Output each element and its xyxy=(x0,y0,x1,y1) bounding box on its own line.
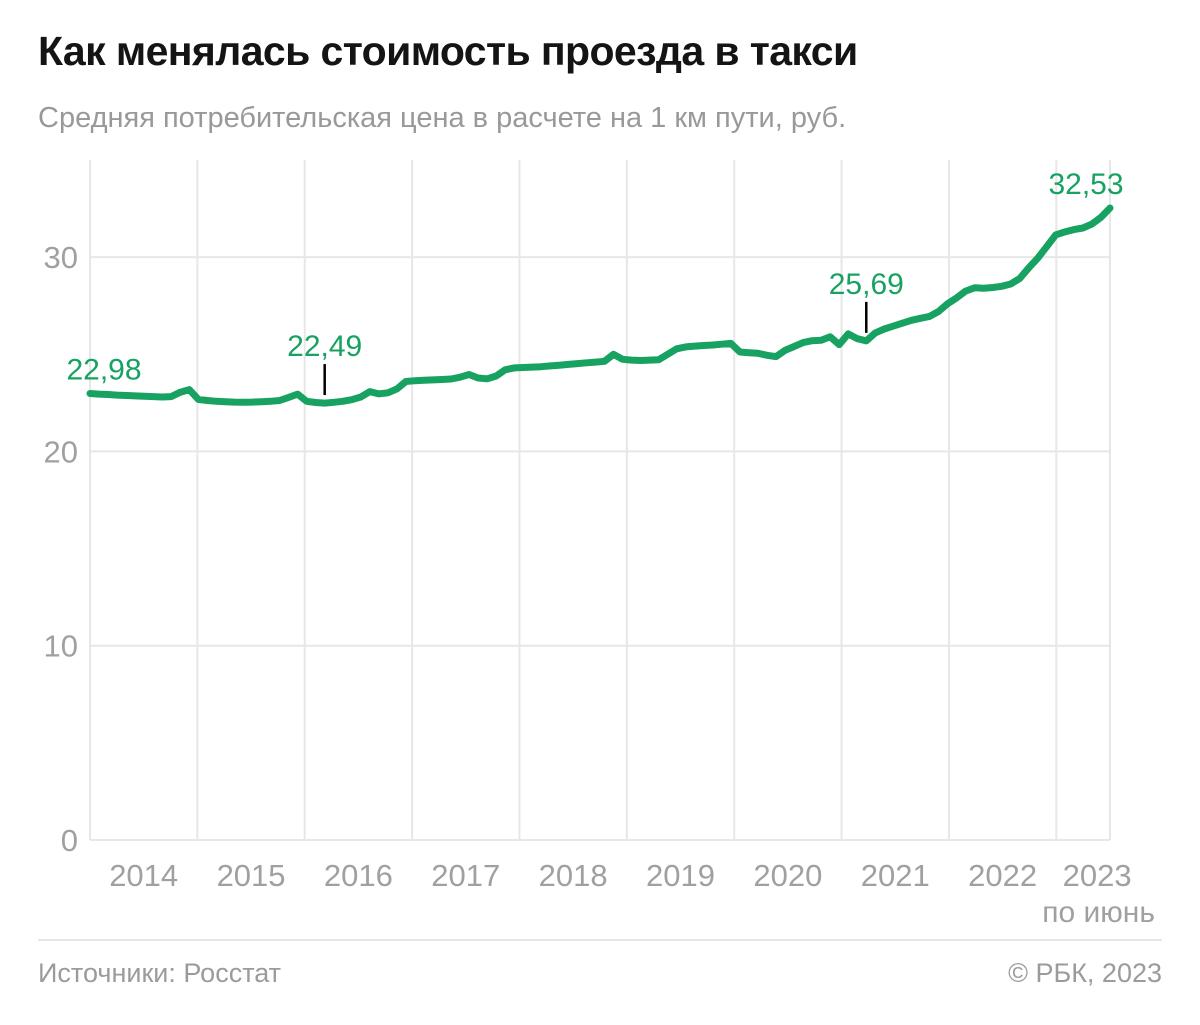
annotation-label: 22,49 xyxy=(287,330,362,363)
x-axis-note: по июнь xyxy=(1042,896,1155,929)
y-tick-label: 10 xyxy=(44,629,78,664)
y-tick-label: 20 xyxy=(44,434,78,469)
x-tick-label: 2014 xyxy=(109,858,178,893)
y-tick-label: 30 xyxy=(44,240,78,275)
footer-copyright: © РБК, 2023 xyxy=(1008,958,1162,988)
annotation-label: 32,53 xyxy=(1048,168,1123,201)
chart-subtitle: Средняя потребительская цена в расчете н… xyxy=(38,102,847,134)
annotation-label: 22,98 xyxy=(66,354,141,387)
annotation-label: 25,69 xyxy=(829,268,904,301)
footer-divider xyxy=(38,939,1162,941)
page-title: Как менялась стоимость проезда в такси xyxy=(38,28,858,74)
x-tick-label: 2016 xyxy=(324,858,393,893)
annotations: 22,98 22,49 25,69 32,53 xyxy=(66,168,1124,396)
x-tick-label: 2022 xyxy=(968,858,1037,893)
x-tick-label: 2020 xyxy=(753,858,822,893)
x-tick-label: 2023 xyxy=(1063,858,1132,893)
x-axis-labels: 2014 2015 2016 2017 2018 2019 2020 2021 2022 2023 xyxy=(109,858,1131,893)
x-tick-label: 2015 xyxy=(217,858,286,893)
y-axis-labels: 0 10 20 30 xyxy=(44,240,78,858)
price-line-series xyxy=(86,204,1114,407)
x-tick-label: 2019 xyxy=(646,858,715,893)
y-tick-label: 0 xyxy=(61,823,78,858)
x-tick-label: 2017 xyxy=(431,858,500,893)
x-tick-label: 2021 xyxy=(861,858,930,893)
chart-area: 0 10 20 30 2014 2015 2016 2017 2018 2019 2020 2021… xyxy=(0,155,1200,935)
price-line xyxy=(86,204,1114,407)
x-tick-label: 2018 xyxy=(539,858,608,893)
taxi-price-line-chart: 0 10 20 30 2014 2015 2016 2017 2018 2019 2020 2021… xyxy=(44,160,1155,929)
footer-source: Источники: Росстат xyxy=(38,958,282,988)
grid-lines xyxy=(89,160,1111,841)
